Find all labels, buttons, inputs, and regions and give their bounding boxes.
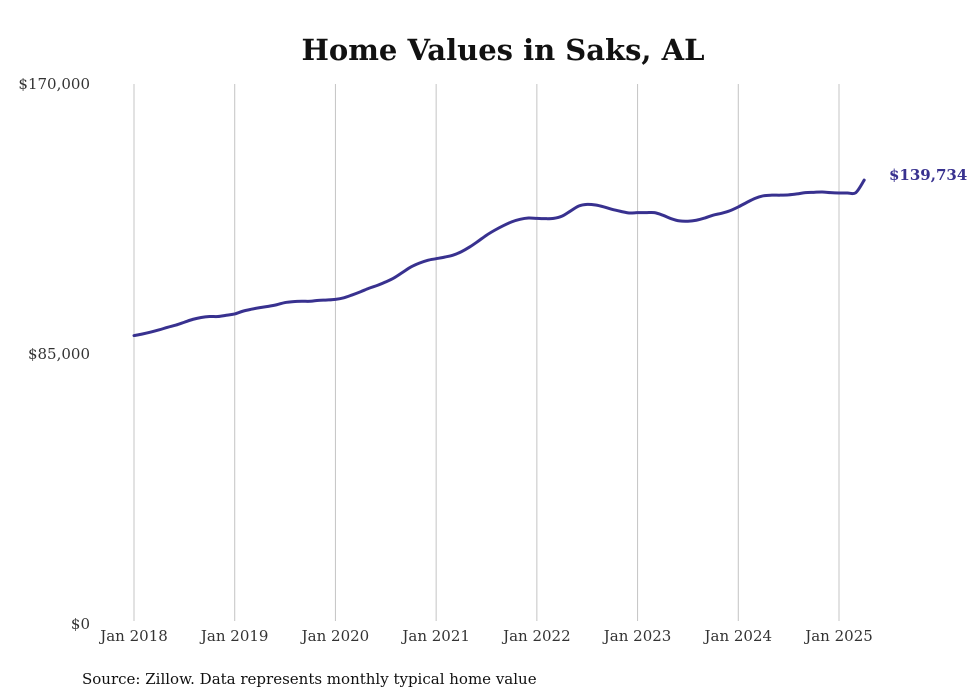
y-tick-label: $85,000 [28, 345, 90, 363]
x-tick-label: Jan 2021 [400, 627, 470, 645]
y-tick-label: $170,000 [18, 75, 90, 93]
x-tick-label: Jan 2020 [300, 627, 370, 645]
gridlines [133, 84, 840, 621]
x-tick-label: Jan 2019 [199, 627, 269, 645]
x-tick-label: Jan 2018 [98, 627, 168, 645]
axes: Jan 2018 Jan 2019 Jan 2020 Jan 2021 Jan 2022… [18, 75, 872, 645]
chart-title: Home Values in Saks, AL [301, 33, 704, 67]
x-tick-label: Jan 2023 [602, 627, 672, 645]
series-line [132, 178, 866, 338]
source-note: Source: Zillow. Data represents monthly … [82, 670, 537, 688]
x-tick-label: Jan 2025 [803, 627, 873, 645]
x-tick-label: Jan 2022 [501, 627, 571, 645]
series-layer: $139,734 [132, 166, 967, 338]
x-tick-label: Jan 2024 [703, 627, 773, 645]
y-tick-label: $0 [71, 615, 90, 633]
end-value-label: $139,734 [889, 166, 967, 184]
